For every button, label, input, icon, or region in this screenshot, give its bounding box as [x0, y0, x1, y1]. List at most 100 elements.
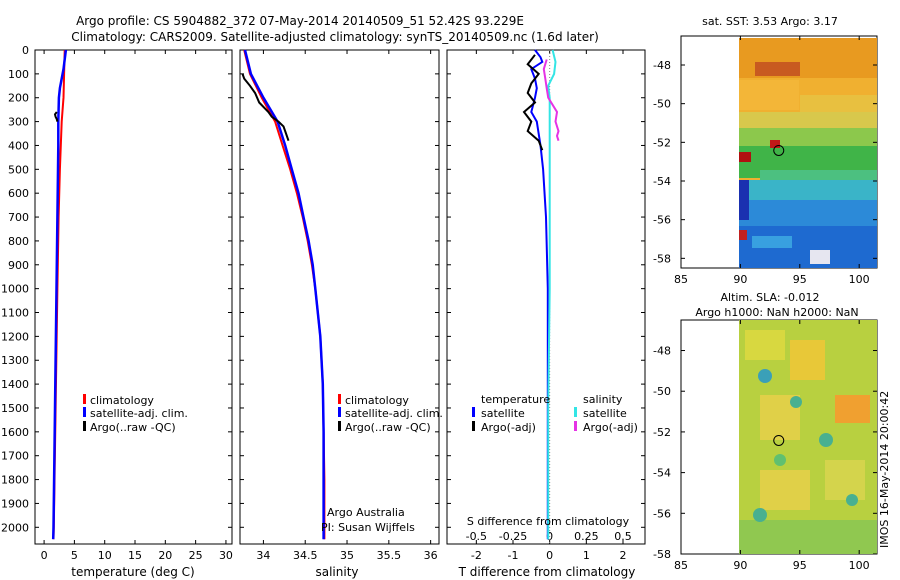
credit-line-1: Argo Australia — [327, 506, 405, 519]
legend-swatch-t-argo — [472, 421, 475, 431]
series-line — [530, 49, 549, 540]
depth-tick-label: 0 — [22, 44, 29, 57]
legend-swatch-climatology — [83, 394, 86, 404]
salinity-panel: 34 34.5 35 35.5 36 salinity climatology sate… — [239, 49, 443, 579]
legend-label-satellite: satellite-adj. clim. — [345, 407, 443, 420]
legend-label-climatology: climatology — [90, 394, 154, 407]
lat-tick-label: -48 — [653, 59, 671, 72]
x-tick-label: 25 — [189, 549, 203, 562]
temperature-axes-box — [34, 49, 233, 545]
legend-label-t-argo: Argo(-adj) — [481, 421, 536, 434]
legend-swatch-t-satellite — [472, 407, 475, 417]
legend-swatch-s-satellite — [574, 407, 577, 417]
depth-tick-label: 1500 — [1, 402, 29, 415]
depth-tick-label: 2000 — [1, 521, 29, 534]
imos-stamp: IMOS 16-May-2014 20:00:42 — [878, 391, 891, 548]
legend-label-climatology: climatology — [345, 394, 409, 407]
lat-tick-label: -58 — [653, 548, 671, 561]
legend-swatch-argo — [338, 421, 341, 431]
lat-tick-label: -50 — [653, 385, 671, 398]
difference-xlabel: T difference from climatology — [458, 565, 636, 579]
salinity-axes-box — [239, 49, 440, 545]
lon-tick-label: 100 — [849, 273, 870, 286]
depth-tick-label: 400 — [8, 139, 29, 152]
series-line — [53, 111, 59, 122]
sst-heatmap — [739, 38, 877, 268]
sla-map-title-1: Altim. SLA: -0.012 — [720, 291, 819, 304]
sla-heatmap — [739, 320, 877, 554]
top-x-tick-label: -0.25 — [499, 530, 527, 543]
series-line — [522, 54, 544, 151]
legend-swatch-argo — [83, 421, 86, 431]
depth-tick-label: 700 — [8, 211, 29, 224]
legend-label-t-satellite: satellite — [481, 407, 525, 420]
lon-tick-label: 85 — [674, 559, 688, 572]
legend-head-salinity: salinity — [583, 393, 623, 406]
lon-tick-label: 100 — [849, 559, 870, 572]
lat-tick-label: -56 — [653, 507, 671, 520]
legend-label-argo: Argo(..raw -QC) — [90, 421, 176, 434]
salinity-xlabel: salinity — [315, 565, 358, 579]
lat-tick-label: -54 — [653, 467, 671, 480]
difference-top-xlabel: S difference from climatology — [467, 515, 630, 528]
legend-label-satellite: satellite-adj. clim. — [90, 407, 188, 420]
legend-swatch-satellite — [338, 407, 341, 417]
top-x-tick-label: -0.5 — [466, 530, 487, 543]
x-tick-label: 20 — [158, 549, 172, 562]
x-tick-label: 36 — [424, 549, 438, 562]
temperature-panel: 0100200300400500600700800900100011001200… — [1, 44, 233, 579]
lat-tick-label: -56 — [653, 214, 671, 227]
sla-argo-position-marker — [773, 434, 785, 446]
lat-tick-label: -50 — [653, 98, 671, 111]
x-tick-label: 34 — [256, 549, 270, 562]
x-tick-label: -2 — [471, 549, 482, 562]
x-tick-label: 30 — [219, 549, 233, 562]
legend-label-s-satellite: satellite — [583, 407, 627, 420]
depth-tick-label: 1300 — [1, 354, 29, 367]
top-x-tick-label: 0.5 — [614, 530, 632, 543]
difference-axes-box — [446, 49, 646, 545]
series-line — [243, 49, 325, 540]
depth-tick-label: 100 — [8, 68, 29, 81]
salinity-legend: climatology satellite-adj. clim. Argo(..… — [338, 394, 443, 434]
lat-tick-label: -52 — [653, 136, 671, 149]
depth-tick-label: 1800 — [1, 474, 29, 487]
series-line — [542, 59, 560, 141]
lon-tick-label: 85 — [674, 273, 688, 286]
x-tick-label: 1 — [583, 549, 590, 562]
sst-map-panel: sat. SST: 3.53 Argo: 3.17 -48 -50 -52 -54 -5… — [653, 15, 878, 286]
depth-tick-label: 1700 — [1, 450, 29, 463]
lon-tick-label: 95 — [793, 559, 807, 572]
lon-tick-label: 95 — [793, 273, 807, 286]
sla-map-title-2: Argo h1000: NaN h2000: NaN — [695, 306, 858, 319]
depth-tick-label: 200 — [8, 92, 29, 105]
depth-tick-label: 1100 — [1, 307, 29, 320]
x-tick-label: 35 — [340, 549, 354, 562]
legend-swatch-climatology — [338, 394, 341, 404]
lat-tick-label: -54 — [653, 175, 671, 188]
lat-tick-label: -58 — [653, 252, 671, 265]
depth-tick-label: 600 — [8, 187, 29, 200]
x-tick-label: 5 — [71, 549, 78, 562]
lat-tick-label: -52 — [653, 426, 671, 439]
legend-swatch-s-argo — [574, 421, 577, 431]
x-tick-label: 15 — [128, 549, 142, 562]
x-tick-label: 0 — [41, 549, 48, 562]
depth-tick-label: 1000 — [1, 283, 29, 296]
depth-tick-label: 1400 — [1, 378, 29, 391]
sst-argo-position-marker — [773, 144, 785, 156]
depth-tick-label: 500 — [8, 163, 29, 176]
series-line — [51, 49, 68, 540]
sla-map-panel: Altim. SLA: -0.012 Argo h1000: NaN h2000… — [653, 291, 891, 572]
title-line-1: Argo profile: CS 5904882_372 07-May-2014… — [76, 14, 524, 28]
credit-line-2: PI: Susan Wijffels — [321, 521, 415, 534]
depth-tick-label: 800 — [8, 235, 29, 248]
legend-label-s-argo: Argo(-adj) — [583, 421, 638, 434]
x-tick-label: 10 — [98, 549, 112, 562]
legend-label-argo: Argo(..raw -QC) — [345, 421, 431, 434]
sst-map-title: sat. SST: 3.53 Argo: 3.17 — [702, 15, 838, 28]
depth-tick-label: 1200 — [1, 330, 29, 343]
title-line-2: Climatology: CARS2009. Satellite-adjuste… — [71, 30, 599, 44]
x-tick-label: 0 — [546, 549, 553, 562]
